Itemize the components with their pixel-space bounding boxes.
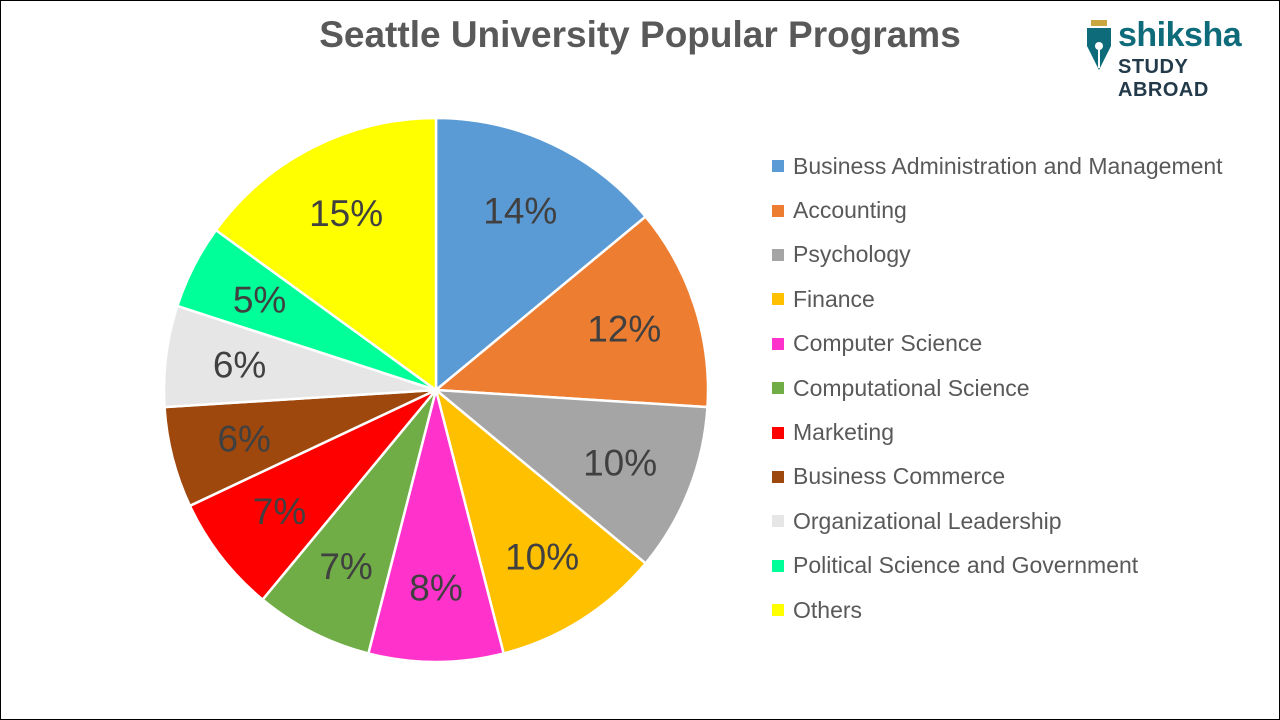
- slice-data-label: 6%: [217, 419, 270, 460]
- legend-item: Marketing: [772, 410, 1223, 454]
- legend-item: Finance: [772, 277, 1223, 321]
- shiksha-logo: shiksha STUDY ABROAD: [1082, 16, 1272, 101]
- legend-label: Political Science and Government: [793, 552, 1139, 579]
- legend-label: Business Commerce: [793, 463, 1006, 490]
- slice-data-label: 7%: [253, 491, 306, 532]
- legend-swatch: [772, 559, 784, 572]
- legend-label: Others: [793, 596, 863, 623]
- slice-data-label: 10%: [505, 537, 579, 578]
- slice-data-label: 5%: [233, 280, 286, 321]
- pie-slice: [434, 116, 648, 393]
- legend-item: Psychology: [772, 233, 1223, 277]
- slice-data-label: 14%: [483, 190, 557, 231]
- legend-label: Business Administration and Management: [793, 152, 1223, 179]
- legend-item: Computational Science: [772, 366, 1223, 410]
- legend-swatch: [772, 515, 784, 528]
- pie-slice: [214, 116, 438, 393]
- slice-data-label: 7%: [319, 546, 372, 587]
- legend-label: Computer Science: [793, 330, 983, 357]
- logo-brand-text: shiksha: [1118, 16, 1242, 54]
- legend-label: Computational Science: [793, 374, 1030, 401]
- slice-data-label: 10%: [583, 442, 657, 483]
- legend-item: Others: [772, 588, 1223, 632]
- slice-data-label: 8%: [409, 568, 462, 609]
- pie-slices: [162, 116, 710, 664]
- legend-swatch: [772, 470, 784, 483]
- pie-slice: [260, 389, 438, 655]
- pen-nib-icon: [1087, 20, 1111, 70]
- legend-swatch: [772, 604, 784, 617]
- chart-legend: Business Administration and Management Ac…: [772, 144, 1223, 632]
- pie-slice: [432, 214, 710, 409]
- legend-swatch: [772, 337, 784, 350]
- legend-swatch: [772, 204, 784, 217]
- slice-data-label: 15%: [309, 193, 383, 234]
- legend-label: Psychology: [793, 241, 911, 268]
- legend-swatch: [772, 382, 784, 395]
- pie-slice: [366, 389, 506, 664]
- logo-subtitle: STUDY ABROAD: [1118, 56, 1209, 101]
- legend-swatch: [772, 293, 784, 306]
- chart-title: Seattle University Popular Programs: [319, 14, 961, 55]
- legend-item: Computer Science: [772, 322, 1223, 366]
- legend-label: Finance: [793, 285, 875, 312]
- slice-data-label: 12%: [587, 308, 661, 349]
- legend-label: Organizational Leadership: [793, 507, 1062, 534]
- pie-slice: [188, 388, 437, 602]
- legend-swatch: [772, 160, 784, 173]
- pie-slice: [432, 388, 709, 566]
- pie-slice: [433, 386, 648, 655]
- legend-item: Political Science and Government: [772, 544, 1223, 588]
- legend-item: Accounting: [772, 188, 1223, 232]
- pie-data-labels: 14% 12% 10% 10% 8% 7% 7% 6% 6% 5% 15%: [213, 190, 662, 608]
- slice-data-label: 6%: [213, 345, 266, 386]
- legend-label: Accounting: [793, 197, 907, 224]
- legend-swatch: [772, 426, 784, 439]
- legend-label: Marketing: [793, 419, 894, 446]
- legend-swatch: [772, 248, 784, 261]
- legend-item: Business Administration and Management: [772, 144, 1223, 188]
- legend-item: Business Commerce: [772, 455, 1223, 499]
- legend-item: Organizational Leadership: [772, 499, 1223, 543]
